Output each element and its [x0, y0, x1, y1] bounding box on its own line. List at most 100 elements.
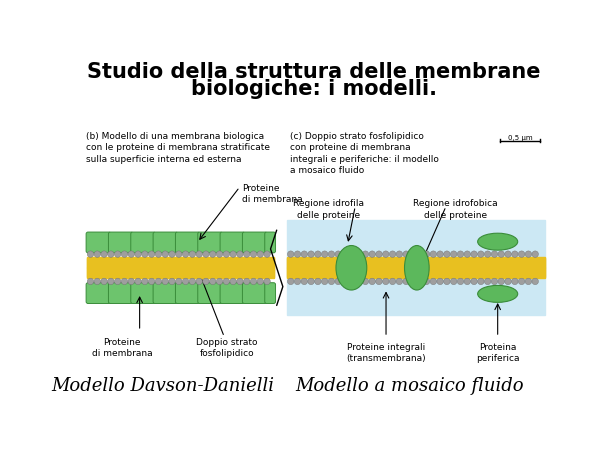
Circle shape: [257, 278, 264, 285]
Circle shape: [369, 251, 375, 258]
Circle shape: [230, 278, 236, 285]
Circle shape: [430, 251, 436, 258]
Circle shape: [532, 278, 539, 285]
FancyBboxPatch shape: [86, 233, 111, 253]
Ellipse shape: [477, 286, 518, 303]
Circle shape: [237, 278, 243, 285]
Circle shape: [403, 251, 409, 258]
Text: biologiche: i modelli.: biologiche: i modelli.: [191, 79, 436, 99]
Bar: [88, 268, 274, 278]
Circle shape: [88, 278, 94, 285]
Bar: [288, 258, 545, 268]
Circle shape: [505, 251, 511, 258]
Circle shape: [264, 251, 271, 258]
Text: Regione idrofila
delle proteine: Regione idrofila delle proteine: [293, 199, 364, 219]
Circle shape: [114, 251, 121, 258]
Bar: [88, 268, 274, 278]
Circle shape: [196, 278, 203, 285]
Circle shape: [450, 251, 457, 258]
Circle shape: [301, 251, 307, 258]
Circle shape: [321, 251, 328, 258]
Circle shape: [230, 251, 236, 258]
Text: Proteine
di membrana: Proteine di membrana: [92, 337, 152, 357]
Circle shape: [328, 278, 335, 285]
Circle shape: [444, 251, 450, 258]
Circle shape: [101, 251, 107, 258]
Circle shape: [437, 278, 443, 285]
Circle shape: [341, 278, 348, 285]
Circle shape: [498, 251, 504, 258]
Circle shape: [135, 278, 141, 285]
Circle shape: [477, 278, 484, 285]
Ellipse shape: [477, 234, 518, 251]
Circle shape: [209, 278, 216, 285]
Circle shape: [349, 278, 355, 285]
Circle shape: [376, 278, 382, 285]
Circle shape: [182, 251, 189, 258]
Text: Regione idrofobica
delle proteine: Regione idrofobica delle proteine: [413, 199, 498, 219]
Circle shape: [88, 251, 94, 258]
Circle shape: [335, 251, 341, 258]
Circle shape: [101, 278, 107, 285]
Circle shape: [491, 278, 498, 285]
Text: Proteina
periferica: Proteina periferica: [476, 342, 520, 362]
Circle shape: [491, 251, 498, 258]
Circle shape: [389, 251, 396, 258]
Circle shape: [485, 251, 491, 258]
Circle shape: [396, 251, 403, 258]
Circle shape: [176, 278, 182, 285]
FancyBboxPatch shape: [153, 233, 177, 253]
Circle shape: [121, 251, 128, 258]
Circle shape: [450, 278, 457, 285]
FancyBboxPatch shape: [153, 283, 177, 304]
Bar: [88, 258, 274, 268]
Text: 0,5 μm: 0,5 μm: [508, 135, 532, 141]
Circle shape: [162, 278, 168, 285]
Circle shape: [264, 278, 271, 285]
Circle shape: [223, 251, 230, 258]
Circle shape: [518, 251, 525, 258]
Circle shape: [108, 278, 114, 285]
Circle shape: [376, 251, 382, 258]
FancyBboxPatch shape: [220, 283, 245, 304]
Circle shape: [525, 278, 532, 285]
Circle shape: [424, 278, 430, 285]
Circle shape: [148, 251, 155, 258]
Circle shape: [512, 278, 518, 285]
Circle shape: [169, 251, 175, 258]
Circle shape: [328, 251, 335, 258]
Circle shape: [315, 251, 321, 258]
FancyBboxPatch shape: [242, 283, 267, 304]
Circle shape: [244, 251, 250, 258]
Text: Studio della struttura delle membrane: Studio della struttura delle membrane: [87, 62, 540, 82]
Circle shape: [288, 251, 294, 258]
Circle shape: [182, 278, 189, 285]
Circle shape: [257, 251, 264, 258]
Circle shape: [389, 278, 396, 285]
Circle shape: [532, 251, 539, 258]
Circle shape: [155, 278, 162, 285]
Circle shape: [244, 278, 250, 285]
Circle shape: [349, 251, 355, 258]
Circle shape: [189, 251, 196, 258]
Circle shape: [121, 278, 128, 285]
FancyBboxPatch shape: [198, 233, 222, 253]
Circle shape: [457, 251, 464, 258]
FancyBboxPatch shape: [176, 233, 200, 253]
Circle shape: [430, 278, 436, 285]
FancyBboxPatch shape: [176, 283, 200, 304]
Text: Modello a mosaico fluido: Modello a mosaico fluido: [295, 376, 523, 394]
Circle shape: [169, 278, 175, 285]
FancyBboxPatch shape: [220, 233, 245, 253]
Circle shape: [250, 251, 256, 258]
Circle shape: [362, 278, 368, 285]
Circle shape: [409, 278, 416, 285]
Circle shape: [216, 278, 223, 285]
Bar: [288, 221, 545, 316]
Circle shape: [518, 278, 525, 285]
Text: Doppio strato
fosfolipidico: Doppio strato fosfolipidico: [196, 337, 258, 357]
Circle shape: [464, 251, 471, 258]
Circle shape: [108, 251, 114, 258]
Circle shape: [457, 278, 464, 285]
FancyBboxPatch shape: [131, 233, 155, 253]
